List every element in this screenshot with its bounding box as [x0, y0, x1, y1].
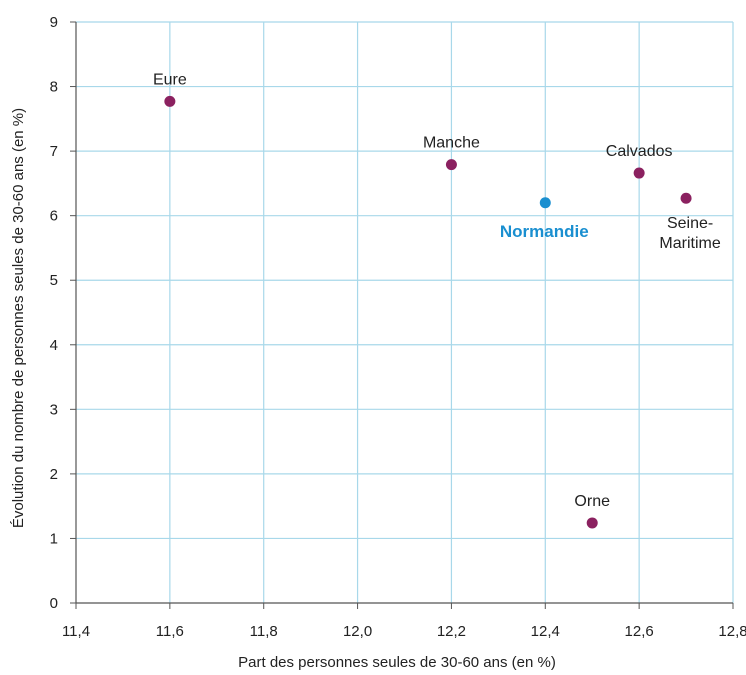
point-label-line: Orne: [574, 493, 610, 510]
grid: [76, 21, 734, 603]
data-points: [164, 95, 692, 529]
point-normandie: [539, 197, 551, 209]
point-label-line: Manche: [423, 135, 480, 152]
y-tick-label: 3: [50, 401, 58, 418]
point-calvados: [633, 167, 645, 179]
x-tick-label: 12,8: [718, 623, 746, 640]
x-tick-label: 12,2: [437, 623, 466, 640]
point-label-line: Maritime: [659, 235, 720, 252]
y-tick-label: 6: [50, 208, 58, 225]
y-tick-labels: 0 1 2 3 4 5 6 7 8 9: [50, 14, 58, 612]
point-label-seine-maritime: Seine- Maritime: [659, 215, 720, 252]
point-label-normandie: Normandie: [500, 222, 589, 241]
point-eure: [164, 95, 176, 107]
y-tick-label: 8: [50, 79, 58, 96]
x-tick-label: 11,4: [62, 623, 90, 640]
y-tick-label: 9: [50, 14, 58, 31]
point-label-orne: Orne: [574, 493, 610, 510]
x-tick-label: 11,6: [156, 623, 184, 640]
y-axis-title: Évolution du nombre de personnes seules …: [10, 108, 27, 528]
point-label-line: Eure: [153, 71, 187, 88]
point-label-line: Normandie: [500, 222, 589, 241]
point-label-eure: Eure: [153, 71, 187, 88]
point-label-calvados: Calvados: [606, 143, 673, 160]
y-tick-label: 7: [50, 143, 58, 160]
x-tick-label: 12,4: [531, 623, 560, 640]
point-orne: [586, 517, 598, 529]
x-tick-label: 12,6: [625, 623, 654, 640]
y-tick-label: 4: [50, 337, 58, 354]
y-tick-label: 2: [50, 466, 58, 483]
point-label-line: Seine-: [667, 215, 713, 232]
x-axis-title: Part des personnes seules de 30-60 ans (…: [238, 654, 556, 671]
y-tick-label: 1: [50, 530, 58, 547]
point-label-manche: Manche: [423, 135, 480, 152]
point-label-line: Calvados: [606, 143, 673, 160]
x-tick-label: 11,8: [250, 623, 278, 640]
x-tick-labels: 11,4 11,6 11,8 12,0 12,2 12,4 12,6 12,8: [62, 623, 746, 640]
y-tick-label: 5: [50, 272, 58, 289]
axes: [70, 21, 734, 609]
point-labels: Eure Manche Normandie Calvados Seine- Maritim…: [153, 71, 721, 510]
x-tick-label: 12,0: [343, 623, 372, 640]
point-manche: [445, 159, 457, 171]
y-tick-label: 0: [50, 595, 58, 612]
point-seine-maritime: [680, 192, 692, 204]
